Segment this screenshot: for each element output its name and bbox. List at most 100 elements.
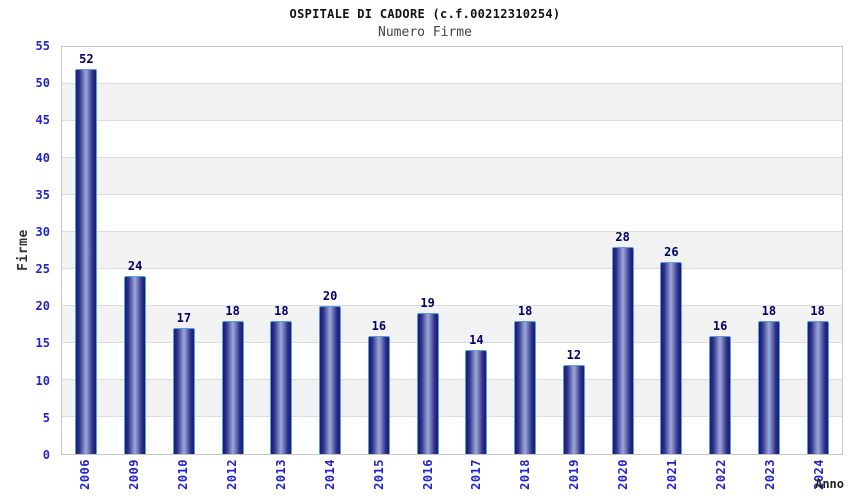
- grid-band-gray: [62, 232, 842, 269]
- x-tick-label: 2012: [225, 459, 240, 490]
- x-tick-cell: 2019: [550, 459, 599, 490]
- x-tick-label: 2017: [469, 459, 484, 490]
- x-axis-labels: 2006 2009 2010 2012 2013 2014 2015 2016 2017 2018…: [61, 459, 843, 490]
- bar-2010: [172, 328, 195, 454]
- x-tick-label: 2020: [616, 459, 631, 490]
- x-tick-label: 2016: [420, 459, 435, 490]
- x-tick-cell: 2006: [61, 459, 110, 490]
- bar-slot-2012: 18: [208, 47, 257, 454]
- x-tick-cell: 2013: [257, 459, 306, 490]
- bar-value-label: 18: [517, 303, 533, 318]
- x-tick-label: 2023: [762, 459, 777, 490]
- x-tick-cell: 2020: [599, 459, 648, 490]
- y-tick-label: 10: [35, 374, 50, 388]
- bar-value-label: 18: [274, 303, 289, 318]
- bar-slot-2021: 26: [647, 47, 696, 454]
- bar-slot-2015: 16: [355, 47, 404, 454]
- bar-2021: [660, 261, 683, 454]
- x-tick-cell: 2017: [452, 459, 501, 490]
- y-tick-label: 30: [35, 225, 50, 239]
- bar-value-label: 28: [615, 229, 630, 244]
- bar-value-label: 26: [664, 244, 679, 259]
- grid-band-white: [62, 121, 842, 158]
- x-tick-cell: 2018: [501, 459, 550, 490]
- bar-value-label: 20: [322, 289, 338, 303]
- bar-slot-2018: 18: [501, 47, 550, 454]
- grid-band-gray: [62, 84, 842, 121]
- bar-2022: [709, 335, 732, 454]
- bar-value-label: 12: [566, 348, 582, 363]
- bar-slot-2020: 28: [598, 47, 647, 454]
- bar-slot-2006: 52: [62, 47, 111, 454]
- bar-slot-2024: 18: [793, 47, 842, 454]
- bar-2015: [367, 335, 390, 454]
- x-tick-cell: 2015: [354, 459, 403, 490]
- bar-2019: [562, 365, 585, 454]
- bar-2013: [270, 320, 293, 454]
- y-tick-label: 20: [35, 299, 50, 313]
- grid-band-white: [62, 195, 842, 232]
- bar-2024: [806, 320, 829, 454]
- bar-slot-2010: 17: [160, 47, 209, 454]
- y-tick-label: 15: [35, 336, 50, 350]
- x-tick-label: 2019: [567, 459, 582, 490]
- bar-value-label: 18: [761, 303, 777, 318]
- bar-2018: [514, 320, 537, 454]
- x-tick-label: 2022: [713, 459, 728, 490]
- bar-2009: [124, 276, 147, 454]
- x-tick-label: 2021: [664, 459, 679, 490]
- bar-2023: [757, 320, 780, 454]
- grid-band-white: [62, 269, 842, 306]
- x-tick-label: 2013: [273, 459, 288, 490]
- bar-value-label: 14: [469, 333, 484, 348]
- bar-slot-2013: 18: [257, 47, 306, 454]
- bar-2006: [75, 69, 98, 454]
- plot-area: 52 24 17 18 18 20 16 19 14 18 12 28 26 16 18 18: [61, 46, 843, 455]
- bar-slot-2019: 12: [550, 47, 599, 454]
- y-tick-label: 40: [35, 151, 50, 165]
- x-tick-label: 2006: [78, 459, 93, 490]
- bar-2014: [319, 306, 342, 454]
- bar-value-label: 52: [79, 52, 94, 67]
- y-tick-label: 25: [35, 262, 50, 276]
- x-tick-cell: 2014: [305, 459, 354, 490]
- grid-band-white: [62, 47, 842, 84]
- grid-band-gray: [62, 158, 842, 195]
- chart-subtitle: Numero Firme: [378, 25, 472, 40]
- bar-slot-2017: 14: [452, 47, 501, 454]
- y-tick-label: 35: [35, 188, 50, 202]
- y-tick-label: 5: [42, 411, 50, 425]
- x-tick-cell: 2009: [110, 459, 159, 490]
- bar-slot-2014: 20: [306, 47, 355, 454]
- x-tick-cell: 2016: [403, 459, 452, 490]
- x-axis-title: Anno: [815, 477, 844, 491]
- y-tick-label: 45: [35, 113, 50, 127]
- x-tick-cell: 2010: [159, 459, 208, 490]
- bar-value-label: 18: [225, 303, 240, 318]
- x-tick-cell: 2023: [745, 459, 794, 490]
- bar-2012: [221, 320, 244, 454]
- bar-value-label: 16: [712, 318, 728, 333]
- bar-value-label: 17: [176, 311, 192, 326]
- bar-2016: [416, 313, 439, 454]
- bar-2017: [465, 350, 488, 454]
- bar-value-label: 16: [371, 318, 387, 333]
- bar-slot-2023: 18: [745, 47, 794, 454]
- chart-title: OSPITALE DI CADORE (c.f.00212310254): [289, 7, 561, 21]
- x-tick-cell: 2021: [648, 459, 697, 490]
- x-tick-cell: 2012: [208, 459, 257, 490]
- bar-2020: [611, 246, 634, 454]
- bar-value-label: 18: [810, 303, 825, 318]
- x-tick-label: 2018: [518, 459, 533, 490]
- x-tick-label: 2010: [176, 459, 191, 490]
- y-tick-label: 50: [35, 76, 50, 90]
- y-tick-label: 0: [42, 448, 50, 462]
- bar-slot-2009: 24: [111, 47, 160, 454]
- x-tick-label: 2015: [371, 459, 386, 490]
- bar-value-label: 19: [420, 296, 435, 311]
- y-tick-label: 55: [35, 39, 50, 53]
- bar-slot-2016: 19: [403, 47, 452, 454]
- x-tick-label: 2014: [322, 459, 337, 490]
- bars: 52 24 17 18 18 20 16 19 14 18 12 28 26 16 18 18: [62, 47, 842, 454]
